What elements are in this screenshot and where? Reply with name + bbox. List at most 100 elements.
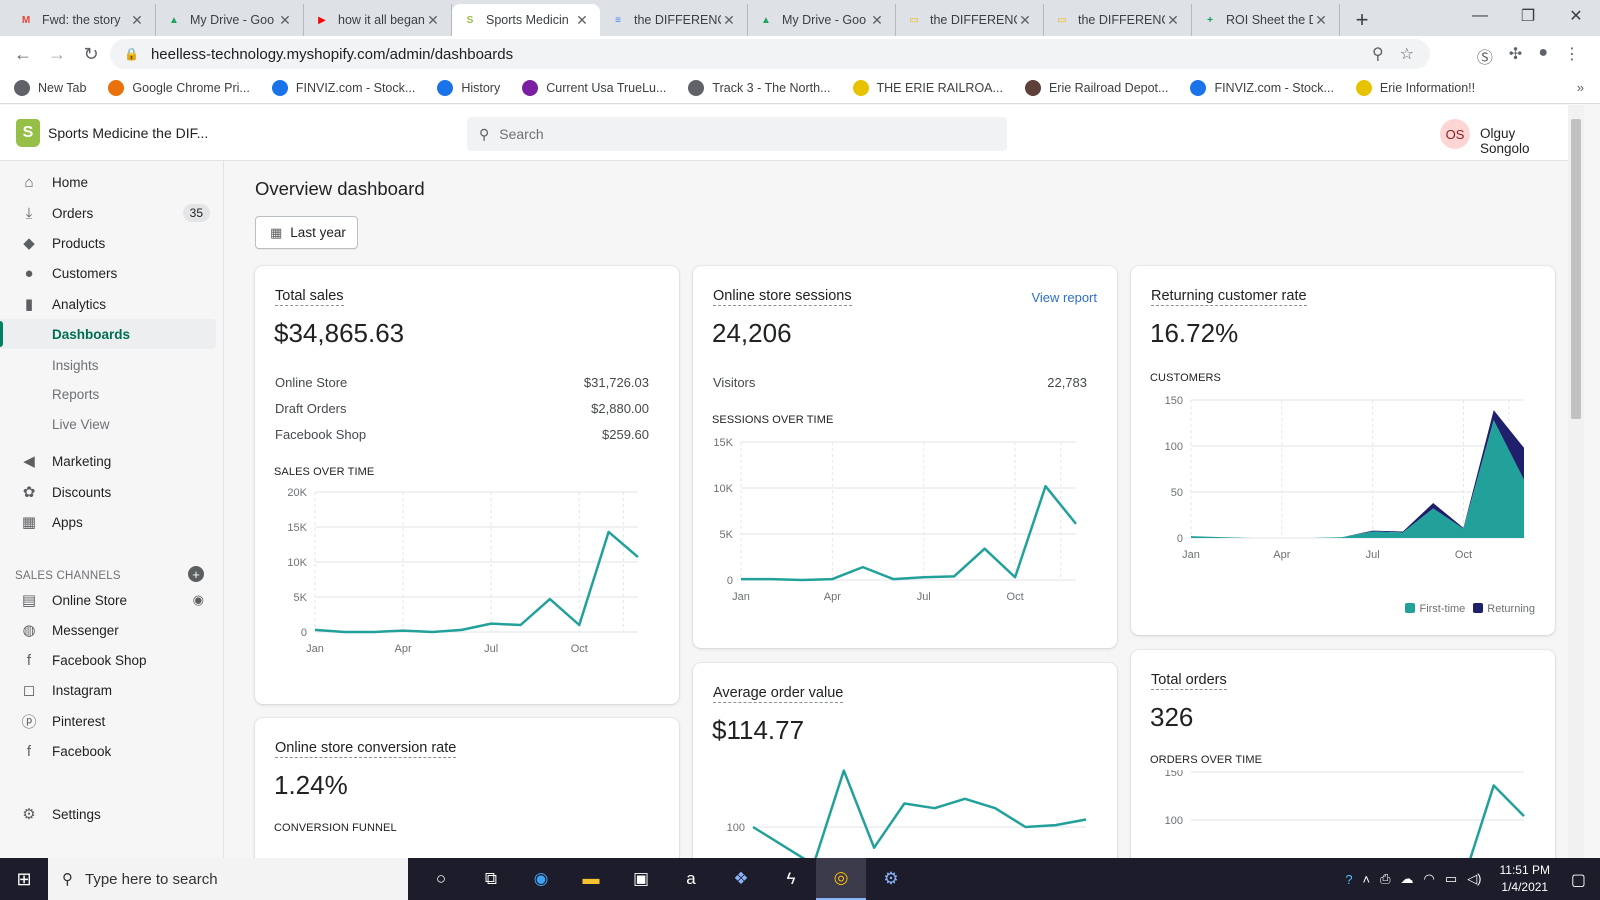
browser-tab[interactable]: ▲ My Drive - Goo ✕ — [156, 4, 304, 36]
close-tab-icon[interactable]: ✕ — [1019, 11, 1031, 28]
reload-icon[interactable]: ↻ — [83, 43, 99, 64]
bookmarks-more-icon[interactable]: » — [1576, 80, 1584, 95]
profile-icon[interactable]: ● — [1538, 44, 1548, 61]
sidebar-item-orders[interactable]: ⤓ Orders 35 — [0, 198, 224, 228]
minimize-icon[interactable]: — — [1472, 7, 1488, 24]
skype-icon[interactable]: Ⓢ — [1476, 50, 1493, 67]
close-tab-icon[interactable]: ✕ — [279, 11, 291, 28]
chrome-icon[interactable]: ◎ — [816, 858, 866, 900]
store-name[interactable]: Sports Medicine the DIF... — [48, 125, 209, 141]
sidebar-item-customers[interactable]: ● Customers — [0, 258, 224, 288]
card-title[interactable]: Total sales — [275, 288, 344, 306]
card-title[interactable]: Online store sessions — [713, 288, 852, 306]
add-channel-icon[interactable]: + — [188, 566, 204, 582]
menu-dots-icon[interactable]: ⋮ — [1564, 46, 1580, 63]
bookmark-item[interactable]: FINVIZ.com - Stock... — [271, 79, 415, 96]
app-s-icon[interactable]: ϟ — [786, 869, 796, 888]
store-icon[interactable]: ▣ — [632, 869, 650, 888]
browser-tab[interactable]: + ROI Sheet the D ✕ — [1192, 4, 1340, 36]
forward-icon[interactable]: → — [48, 43, 66, 64]
sidebar-item-home[interactable]: ⌂ Home — [0, 167, 224, 197]
bookmark-item[interactable]: Track 3 - The North... — [688, 79, 831, 96]
sidebar-item-insights[interactable]: Insights — [0, 350, 224, 380]
cloud-icon[interactable]: ☁ — [1400, 871, 1414, 886]
browser-tab[interactable]: ≡ the DIFFERENC ✕ — [600, 4, 748, 36]
volume-icon[interactable]: ◁) — [1467, 871, 1482, 886]
browser-tab[interactable]: ▭ the DIFFERENC ✕ — [1044, 4, 1192, 36]
sidebar-item-marketing[interactable]: ◀ Marketing — [0, 446, 224, 476]
sidebar-item-facebook-shop[interactable]: f Facebook Shop — [0, 645, 224, 675]
sidebar-item-discounts[interactable]: ✿ Discounts — [0, 477, 224, 507]
close-tab-icon[interactable]: ✕ — [131, 11, 143, 28]
browser-tab[interactable]: M Fwd: the story ✕ — [8, 4, 156, 36]
sidebar-item-analytics[interactable]: ▮ Analytics — [0, 289, 224, 319]
view-report-link[interactable]: View report — [1031, 290, 1097, 305]
browser-tab[interactable]: ▭ the DIFFERENC ✕ — [896, 4, 1044, 36]
card-title[interactable]: Total orders — [1151, 672, 1227, 690]
windows-start-icon[interactable]: ⊞ — [16, 868, 32, 889]
battery-icon[interactable]: ▭ — [1444, 871, 1458, 886]
close-tab-icon[interactable]: ✕ — [871, 11, 883, 28]
sidebar-item-reports[interactable]: Reports — [0, 379, 224, 409]
search-input[interactable]: ⚲ Search — [467, 117, 1007, 151]
notifications-icon[interactable]: ▢ — [1570, 872, 1586, 889]
amazon-icon[interactable]: a — [686, 869, 696, 888]
close-tab-icon[interactable]: ✕ — [427, 11, 439, 28]
user-name[interactable]: Olguy Songolo — [1480, 126, 1530, 156]
browser-tab[interactable]: ▶ how it all began ✕ — [304, 4, 452, 36]
sidebar-item-live-view[interactable]: Live View — [0, 409, 224, 439]
chevron-up-icon[interactable]: ˄ — [1362, 871, 1371, 887]
steam-icon[interactable]: ⚙ — [883, 869, 899, 888]
card-title[interactable]: Online store conversion rate — [275, 740, 457, 758]
zoom-icon[interactable]: ⚲ — [1371, 46, 1384, 63]
file-explorer-icon[interactable]: ▬ — [582, 869, 600, 888]
bookmark-item[interactable]: Erie Information!! — [1355, 79, 1475, 96]
sidebar-item-messenger[interactable]: ◍ Messenger — [0, 615, 224, 645]
close-window-icon[interactable]: ✕ — [1569, 8, 1583, 25]
page-scrollbar[interactable] — [1568, 105, 1584, 858]
browser-tab[interactable]: S Sports Medicin ✕ — [452, 4, 600, 36]
taskbar-search-input[interactable]: ⚲ Type here to search — [48, 858, 408, 900]
card-title[interactable]: Returning customer rate — [1151, 288, 1307, 306]
back-icon[interactable]: ← — [14, 43, 32, 64]
puzzle-icon[interactable]: ✣ — [1508, 46, 1523, 63]
sidebar-item-online-store[interactable]: ▤ Online Store ◉ — [0, 585, 224, 615]
bookmark-item[interactable]: New Tab — [14, 79, 86, 96]
date-range-button[interactable]: ▦ Last year — [255, 216, 358, 249]
new-tab-button[interactable]: + — [1355, 7, 1369, 32]
bookmark-item[interactable]: History — [437, 79, 500, 96]
restore-icon[interactable]: ❐ — [1520, 8, 1536, 25]
sidebar-item-products[interactable]: ◆ Products — [0, 228, 224, 258]
close-tab-icon[interactable]: ✕ — [1315, 11, 1327, 28]
system-clock[interactable]: 11:51 PM 1/4/2021 — [1500, 862, 1550, 896]
close-tab-icon[interactable]: ✕ — [1167, 11, 1179, 28]
sidebar-item-instagram[interactable]: ◻ Instagram — [0, 675, 224, 705]
card-title[interactable]: Average order value — [713, 685, 844, 703]
bookmark-item[interactable]: Google Chrome Pri... — [108, 79, 250, 96]
help-icon[interactable]: ? — [1345, 871, 1353, 887]
legend-item-returning[interactable]: Returning — [1473, 603, 1535, 615]
scrollbar-thumb[interactable] — [1571, 119, 1581, 419]
star-icon[interactable]: ☆ — [1399, 46, 1414, 63]
browser-tab[interactable]: ▲ My Drive - Goo ✕ — [748, 4, 896, 36]
bookmark-item[interactable]: FINVIZ.com - Stock... — [1190, 79, 1334, 96]
eye-icon[interactable]: ◉ — [192, 592, 204, 607]
legend-item-first-time[interactable]: First-time — [1405, 603, 1465, 615]
task-view-icon[interactable]: ⧉ — [484, 869, 498, 888]
address-bar[interactable]: 🔒 heelless-technology.myshopify.com/admi… — [110, 39, 1430, 69]
sidebar-item-dashboards[interactable]: Dashboards — [0, 319, 216, 349]
meet-icon[interactable]: ⎙ — [1380, 871, 1391, 886]
close-tab-icon[interactable]: ✕ — [576, 11, 588, 28]
bookmark-item[interactable]: Current Usa TrueLu... — [522, 79, 666, 96]
dropbox-icon[interactable]: ❖ — [733, 869, 749, 888]
cortana-icon[interactable]: ○ — [435, 869, 447, 888]
sidebar-item-pinterest[interactable]: ⓟ Pinterest — [0, 706, 224, 736]
edge-icon[interactable]: ◉ — [533, 869, 549, 888]
sidebar-item-settings[interactable]: ⚙ Settings — [0, 799, 224, 829]
wifi-icon[interactable]: ◠ — [1423, 871, 1435, 886]
sidebar-item-facebook[interactable]: f Facebook — [0, 736, 224, 766]
bookmark-item[interactable]: THE ERIE RAILROA... — [852, 79, 1003, 96]
avatar[interactable]: OS — [1440, 119, 1470, 149]
bookmark-item[interactable]: Erie Railroad Depot... — [1024, 79, 1168, 96]
close-tab-icon[interactable]: ✕ — [723, 11, 735, 28]
